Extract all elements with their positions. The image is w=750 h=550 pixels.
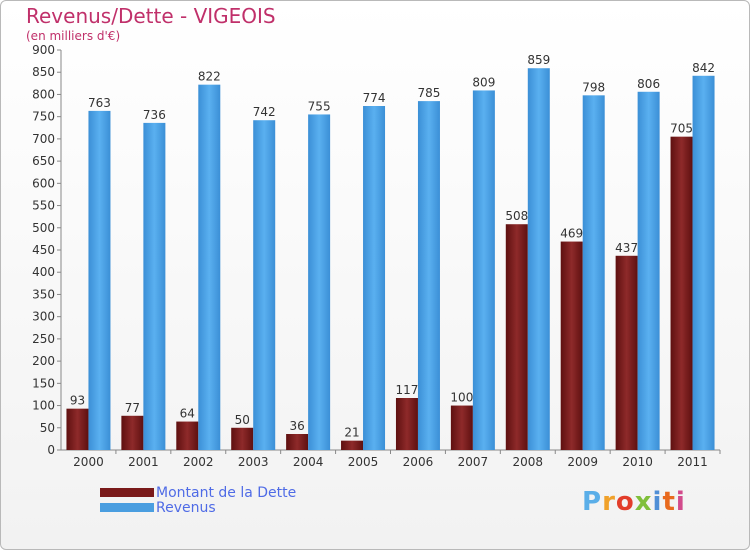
revenus-bar <box>308 114 331 450</box>
logo-letter: r <box>602 487 616 517</box>
debt-bar <box>395 398 418 450</box>
legend-swatch-revenus <box>100 503 154 512</box>
revenus-value-label: 842 <box>692 61 715 75</box>
y-tick-label: 900 <box>32 43 55 57</box>
revenus-value-label: 859 <box>527 53 550 67</box>
y-tick-label: 550 <box>32 199 55 213</box>
y-tick-label: 100 <box>32 399 55 413</box>
proxiti-logo: Proxiti <box>582 487 686 517</box>
revenus-bar <box>472 90 495 450</box>
debt-value-label: 50 <box>235 413 250 427</box>
debt-bar <box>670 136 693 450</box>
debt-bar <box>505 224 528 450</box>
debt-value-label: 64 <box>180 407 195 421</box>
revenus-bar <box>88 110 111 450</box>
x-tick-label: 2008 <box>513 455 544 469</box>
revenus-value-label: 822 <box>198 70 221 84</box>
debt-value-label: 469 <box>560 227 583 241</box>
y-tick-label: 300 <box>32 310 55 324</box>
revenus-bar <box>198 84 221 451</box>
x-tick-label: 2001 <box>128 455 159 469</box>
y-tick-label: 0 <box>47 443 55 457</box>
revenus-bar <box>527 68 550 450</box>
revenus-bar <box>692 75 715 451</box>
y-tick-label: 350 <box>32 287 55 301</box>
revenus-bar <box>143 122 166 450</box>
debt-value-label: 77 <box>125 401 140 415</box>
debt-value-label: 117 <box>396 383 419 397</box>
logo-letter: i <box>675 487 686 517</box>
revenus-value-label: 774 <box>363 91 386 105</box>
x-tick-label: 2007 <box>458 455 489 469</box>
revenus-value-label: 785 <box>418 86 441 100</box>
x-tick-label: 2005 <box>348 455 379 469</box>
debt-bar <box>231 427 254 450</box>
debt-value-label: 437 <box>615 241 638 255</box>
chart-title: Revenus/Dette - VIGEOIS <box>26 4 276 28</box>
legend-item-revenus: Revenus <box>100 499 296 516</box>
legend-swatch-debt <box>100 488 154 497</box>
y-tick-label: 700 <box>32 132 55 146</box>
debt-value-label: 93 <box>70 394 85 408</box>
y-tick-label: 450 <box>32 243 55 257</box>
logo-letter: o <box>615 487 635 517</box>
debt-bar <box>66 408 89 450</box>
revenus-value-label: 798 <box>582 80 605 94</box>
x-tick-label: 2011 <box>677 455 708 469</box>
revenus-value-label: 736 <box>143 108 166 122</box>
legend: Montant de la Dette Revenus <box>100 484 297 516</box>
debt-bar <box>615 255 638 450</box>
revenus-value-label: 763 <box>88 96 111 110</box>
x-tick-label: 2000 <box>73 455 104 469</box>
revenus-bar <box>417 101 440 450</box>
y-tick-label: 850 <box>32 65 55 79</box>
revenus-bar <box>637 91 660 451</box>
logo-letter: P <box>582 487 603 517</box>
legend-label-revenus: Revenus <box>156 499 216 516</box>
debt-bar <box>341 440 364 450</box>
logo-letter: i <box>652 487 663 517</box>
x-tick-label: 2006 <box>403 455 434 469</box>
revenus-value-label: 755 <box>308 99 331 113</box>
revenus-bar <box>582 95 605 450</box>
revenus-value-label: 809 <box>472 75 495 89</box>
logo-letter: x <box>634 487 653 517</box>
debt-bar <box>286 434 309 450</box>
legend-item-debt: Montant de la Dette <box>100 484 297 501</box>
debt-value-label: 36 <box>289 419 304 433</box>
y-tick-label: 50 <box>40 421 55 435</box>
y-tick-label: 650 <box>32 154 55 168</box>
debt-bar <box>450 405 473 450</box>
debt-value-label: 508 <box>505 209 528 223</box>
revenus-value-label: 806 <box>637 77 660 91</box>
debt-bar <box>560 241 583 450</box>
debt-bar <box>176 421 199 450</box>
x-tick-label: 2009 <box>567 455 598 469</box>
y-tick-label: 150 <box>32 376 55 390</box>
chart-subtitle: (en milliers d'€) <box>26 29 121 43</box>
x-tick-label: 2003 <box>238 455 269 469</box>
legend-label-debt: Montant de la Dette <box>156 484 297 501</box>
revenus-bar <box>253 120 276 450</box>
revenus-bar <box>363 106 386 450</box>
debt-value-label: 21 <box>344 426 359 440</box>
x-tick-label: 2010 <box>622 455 653 469</box>
logo-letter: t <box>662 487 676 517</box>
x-tick-label: 2002 <box>183 455 214 469</box>
plot-area: 0501001502002503003504004505005506006507… <box>32 43 721 469</box>
y-tick-label: 200 <box>32 354 55 368</box>
revenus-value-label: 742 <box>253 105 276 119</box>
debt-value-label: 705 <box>670 122 693 136</box>
y-tick-label: 250 <box>32 332 55 346</box>
x-tick-label: 2004 <box>293 455 324 469</box>
y-tick-label: 400 <box>32 265 55 279</box>
y-tick-label: 600 <box>32 176 55 190</box>
y-tick-label: 800 <box>32 87 55 101</box>
debt-bar <box>121 415 144 450</box>
debt-value-label: 100 <box>450 391 473 405</box>
y-tick-label: 500 <box>32 221 55 235</box>
y-tick-label: 750 <box>32 110 55 124</box>
